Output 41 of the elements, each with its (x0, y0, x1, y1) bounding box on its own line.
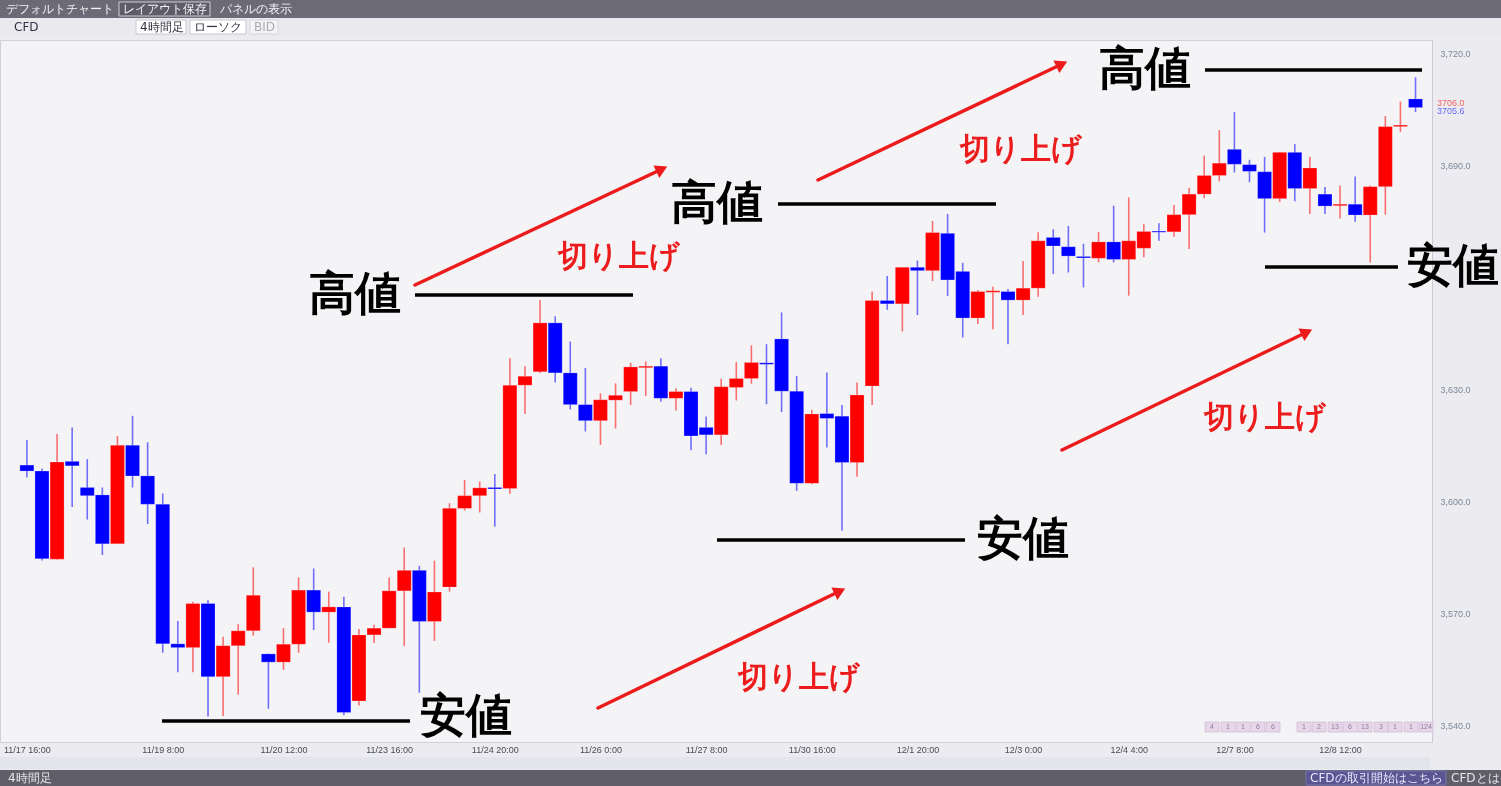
x-tick-label: 11/17 16:00 (3, 744, 51, 755)
annotation: 安値 (420, 688, 512, 742)
text: 3706.0 (1437, 98, 1465, 108)
text: BID (254, 20, 276, 34)
text: CFDの取引開始はこちら (1310, 771, 1443, 785)
text: デフォルトチャート (6, 2, 114, 16)
text: CFDとは (1451, 771, 1500, 785)
x-tick-label: 12/1 20:00 (896, 744, 940, 755)
y-tick-label: 3,600.0 (1440, 497, 1471, 508)
y-tick-label: 3,570.0 (1440, 609, 1471, 620)
x-tick-label: 11/26 0:00 (580, 744, 622, 755)
x-tick-label: 11/20 12:00 (260, 744, 308, 755)
annotation: 安値 (977, 511, 1069, 565)
x-tick-label: 11/27 8:00 (685, 744, 728, 755)
text: 4時間足 (8, 771, 52, 785)
y-tick-label: 3,720.0 (1440, 49, 1471, 60)
annotation: 切り上げ (1203, 399, 1327, 434)
text: レイアウト保存 (123, 2, 207, 16)
y-tick-label: 3,690.0 (1440, 161, 1471, 172)
x-tick-label: 12/8 12:00 (1319, 744, 1362, 755)
text: パネルの表示 (219, 2, 292, 16)
x-tick-label: 12/7 8:00 (1216, 744, 1254, 755)
text: 3705.6 (1437, 106, 1465, 116)
x-tick-label: 12/4 4:00 (1110, 744, 1149, 755)
text: ローソク (194, 20, 242, 34)
x-tick-label: 11/24 20:00 (471, 744, 519, 755)
y-tick-label: 3,540.0 (1440, 721, 1471, 732)
annotation: 切り上げ (737, 659, 861, 694)
text: CFD (14, 20, 39, 34)
annotation: 高値 (1099, 41, 1191, 95)
x-tick-label: 11/19 8:00 (142, 744, 185, 755)
annotation: 切り上げ (557, 238, 681, 273)
x-tick-label: 11/23 16:00 (366, 744, 414, 755)
x-tick-label: 11/30 16:00 (788, 744, 836, 755)
annotation: 安値 (1407, 238, 1499, 292)
annotation: 高値 (671, 175, 763, 229)
annotation: 切り上げ (959, 131, 1083, 166)
text: 4時間足 (140, 20, 184, 34)
annotation: 高値 (309, 266, 401, 320)
x-tick-label: 12/3 0:00 (1004, 744, 1043, 755)
y-tick-label: 3,630.0 (1440, 385, 1471, 396)
